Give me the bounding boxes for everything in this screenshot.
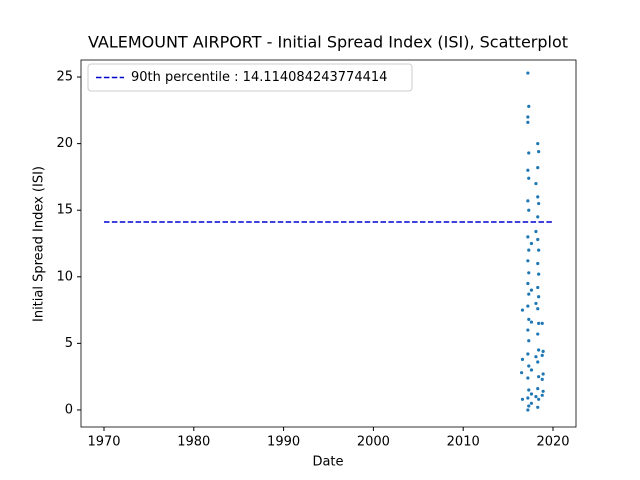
- point: [529, 288, 534, 292]
- point: [536, 387, 540, 391]
- point: [537, 397, 541, 401]
- point: [529, 320, 534, 324]
- point: [537, 248, 541, 252]
- point: [540, 393, 544, 397]
- point: [540, 321, 544, 325]
- point: [529, 241, 534, 246]
- x-tick-label: 2010: [447, 435, 480, 450]
- point: [537, 348, 541, 352]
- point: [526, 376, 530, 380]
- point: [520, 357, 525, 361]
- plot-frame: [80, 59, 577, 428]
- x-tick-label: 2020: [536, 435, 569, 450]
- point: [527, 271, 531, 275]
- point: [526, 235, 530, 239]
- point: [527, 248, 531, 252]
- point: [526, 396, 530, 400]
- point: [534, 229, 538, 234]
- legend-box: [87, 63, 413, 92]
- point: [526, 115, 530, 119]
- chart-title: VALEMOUNT AIRPORT - Initial Spread Index…: [88, 33, 568, 52]
- point: [529, 401, 534, 405]
- point: [526, 71, 530, 75]
- x-axis-label: Date: [312, 455, 343, 470]
- y-axis-label: Initial Spread Index (ISI): [32, 166, 47, 322]
- point: [536, 285, 540, 290]
- point: [529, 392, 534, 396]
- point: [536, 307, 540, 311]
- point: [536, 332, 540, 336]
- point: [536, 237, 540, 242]
- point: [526, 408, 530, 412]
- point: [527, 364, 531, 368]
- point: [540, 377, 544, 381]
- point: [541, 389, 545, 393]
- point: [537, 295, 541, 299]
- point: [526, 281, 530, 286]
- point: [526, 328, 530, 332]
- y-tick-label: 20: [56, 136, 73, 151]
- x-tick-label: 1980: [177, 435, 210, 450]
- y-tick-label: 5: [65, 336, 73, 351]
- point: [534, 395, 538, 399]
- y-tick-label: 10: [56, 269, 73, 284]
- y-tick-label: 25: [56, 70, 73, 85]
- point: [534, 181, 538, 186]
- point: [526, 304, 530, 308]
- y-tick-label: 15: [56, 203, 73, 218]
- point: [520, 308, 525, 312]
- point: [526, 259, 530, 263]
- point: [541, 349, 545, 353]
- point: [534, 301, 538, 306]
- point: [537, 272, 541, 276]
- point: [526, 352, 530, 356]
- y-tick-label: 0: [65, 402, 73, 417]
- point: [520, 397, 525, 401]
- point: [537, 201, 541, 206]
- point: [536, 261, 540, 266]
- point: [536, 360, 540, 364]
- point: [527, 176, 531, 180]
- point: [527, 317, 531, 322]
- point: [537, 375, 541, 379]
- point: [527, 208, 531, 212]
- point: [527, 339, 531, 343]
- point: [541, 372, 545, 376]
- point: [527, 292, 531, 296]
- point: [536, 215, 540, 219]
- point: [529, 368, 534, 372]
- point: [536, 165, 540, 170]
- point: [536, 142, 540, 146]
- x-tick-label: 2000: [357, 435, 390, 450]
- x-tick-label: 1970: [87, 435, 120, 450]
- point: [534, 355, 538, 359]
- x-tick-label: 1990: [267, 435, 300, 450]
- point: [536, 195, 540, 199]
- point: [537, 321, 541, 325]
- point: [527, 104, 531, 108]
- point: [537, 150, 541, 154]
- point: [536, 405, 540, 409]
- point: [526, 199, 530, 203]
- point: [527, 388, 531, 392]
- point: [527, 151, 531, 155]
- legend-label: 90th percentile : 14.114084243774414: [131, 70, 387, 85]
- point: [527, 404, 531, 408]
- point: [519, 371, 524, 375]
- point: [526, 168, 530, 172]
- point: [526, 120, 530, 124]
- point: [540, 353, 544, 357]
